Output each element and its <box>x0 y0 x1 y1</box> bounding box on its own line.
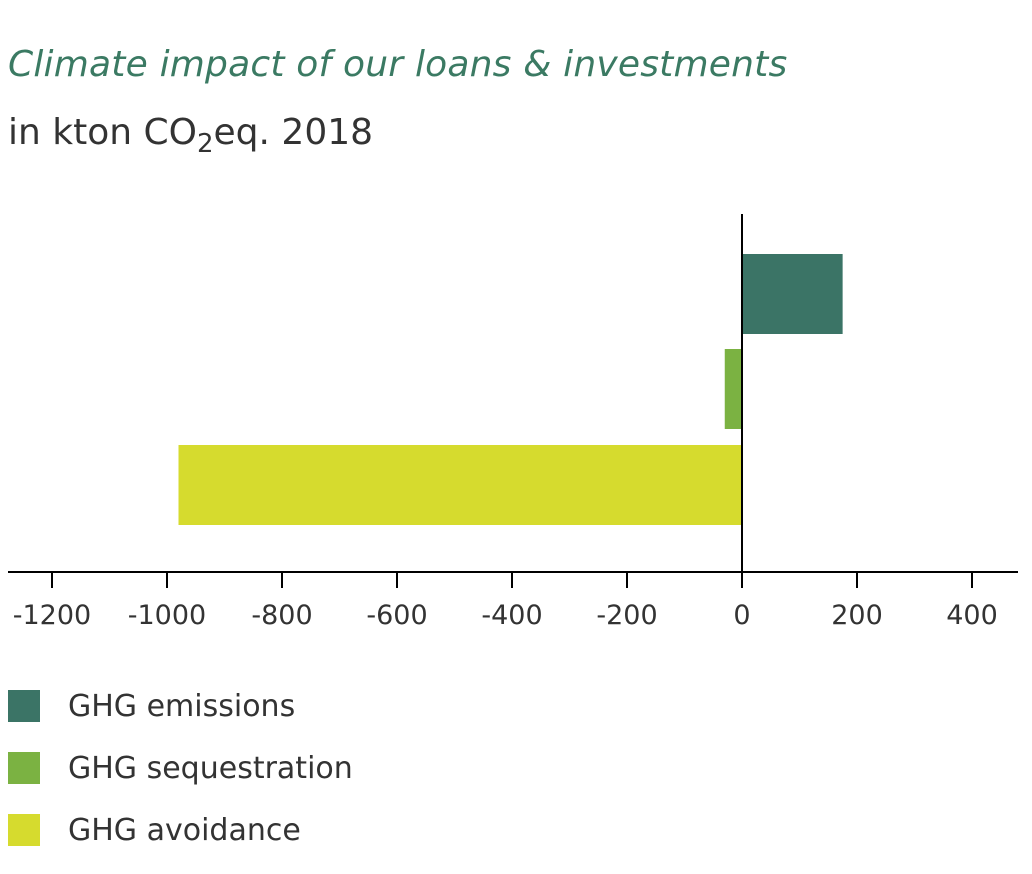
legend-swatch-sequestration <box>8 752 40 784</box>
x-tick-label: -800 <box>251 600 312 631</box>
legend-swatch-avoidance <box>8 814 40 846</box>
legend-item-sequestration: GHG sequestration <box>8 750 353 786</box>
chart-subtitle: in kton CO2eq. 2018 <box>8 112 374 159</box>
bar-ghg-sequestration <box>724 349 742 429</box>
bar-ghg-emissions <box>742 254 843 334</box>
legend-item-emissions: GHG emissions <box>8 688 353 724</box>
legend-item-avoidance: GHG avoidance <box>8 812 353 848</box>
legend-label-sequestration: GHG sequestration <box>68 750 353 786</box>
x-tick-label: -600 <box>366 600 427 631</box>
bars-group <box>178 254 843 525</box>
legend-label-avoidance: GHG avoidance <box>68 812 301 848</box>
legend-swatch-emissions <box>8 690 40 722</box>
x-tick-label: -400 <box>481 600 542 631</box>
subtitle-suffix: eq. 2018 <box>213 112 374 153</box>
subtitle-subscript: 2 <box>196 129 214 159</box>
x-axis-ticks: -1200 -1000 -800 -600 -400 -200 0 200 400 <box>13 572 998 631</box>
x-tick-label: 200 <box>831 600 883 631</box>
x-tick-label: 0 <box>733 600 750 631</box>
x-tick-label: -1000 <box>128 600 206 631</box>
x-tick-label: 400 <box>946 600 998 631</box>
legend: GHG emissions GHG sequestration GHG avoi… <box>8 688 353 874</box>
bar-chart: -1200 -1000 -800 -600 -400 -200 0 200 400 <box>8 214 1018 631</box>
chart-title: Climate impact of our loans & investment… <box>8 44 788 85</box>
legend-label-emissions: GHG emissions <box>68 688 296 724</box>
x-tick-label: -1200 <box>13 600 91 631</box>
bar-ghg-avoidance <box>178 445 742 525</box>
x-tick-label: -200 <box>596 600 657 631</box>
subtitle-prefix: in kton CO <box>8 112 197 153</box>
